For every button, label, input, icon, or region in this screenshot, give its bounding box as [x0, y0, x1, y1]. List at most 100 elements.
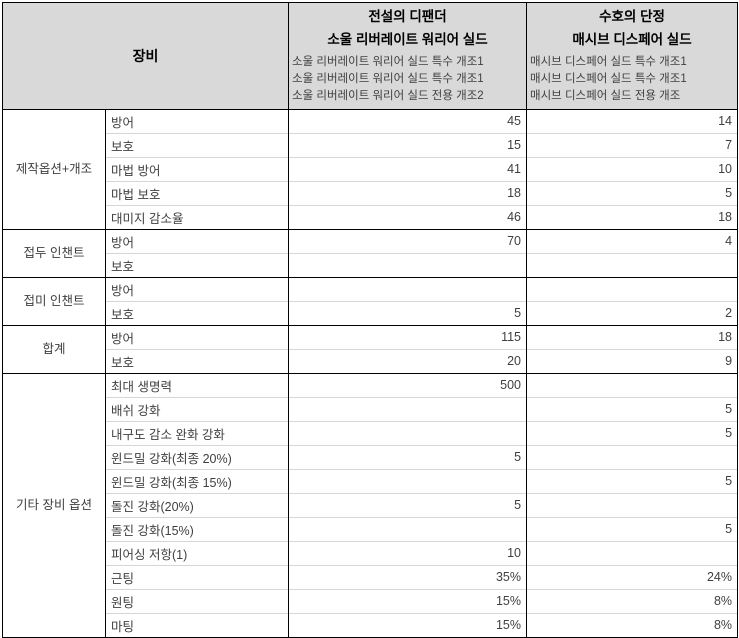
value-cell-item-a: 5 [288, 492, 528, 518]
header-item-a-mod-1: 소울 리버레이트 워리어 실드 특수 개조1 [292, 55, 484, 68]
value-cell-item-a [288, 276, 528, 302]
value-cell-item-a: 15% [288, 588, 528, 614]
value-cell-item-b [526, 372, 739, 398]
value-cell-item-b: 8% [526, 588, 739, 614]
stat-label-cell: 마법 보호 [104, 180, 290, 206]
header-item-b-mod-1: 매시브 디스페어 실드 특수 개조1 [530, 55, 687, 68]
value-cell-item-a [288, 420, 528, 446]
stat-label-cell: 근팅 [104, 564, 290, 590]
stat-label-cell: 윈드밀 강화(최종 20%) [104, 444, 290, 470]
table-row: 돌진 강화(20%) 5 [3, 492, 739, 518]
table-body: 제작옵션+개조 방어 45 14 보호 15 7 마법 방어 41 10 마법 보호 18 5 대미지 감… [2, 108, 739, 638]
value-cell-item-b: 7 [526, 132, 739, 158]
stat-label-cell: 보호 [104, 348, 290, 374]
table-row: 피어싱 저항(1) 10 [3, 540, 739, 566]
table-row: 윈드밀 강화(최종 20%) 5 [3, 444, 739, 470]
value-cell-item-a [288, 396, 528, 422]
table-row: 근팅 35% 24% [3, 564, 739, 590]
value-cell-item-a: 5 [288, 300, 528, 326]
value-cell-item-a: 5 [288, 444, 528, 470]
value-cell-item-a: 15% [288, 612, 528, 638]
header-item-a-mod-2: 소울 리버레이트 워리어 실드 특수 개조1 [292, 73, 484, 86]
stat-label-cell: 내구도 감소 완화 강화 [104, 420, 290, 446]
header-equipment: 장비 [1, 2, 290, 110]
header-item-a-name: 소울 리버레이트 워리어 실드 [327, 31, 488, 47]
group-label-cell: 합계 [2, 324, 106, 374]
stat-label-cell: 최대 생명력 [104, 372, 290, 398]
header-item-b-title: 수호의 단정 [599, 9, 665, 24]
table-row: 돌진 강화(15%) 5 [3, 516, 739, 542]
group-label-cell: 기타 장비 옵션 [2, 372, 106, 638]
value-cell-item-b [526, 492, 739, 518]
value-cell-item-a: 500 [288, 372, 528, 398]
table-row: 보호 [3, 252, 739, 278]
header-item-b-mod-2: 매시브 디스페어 실드 특수 개조1 [530, 73, 687, 86]
value-cell-item-b: 4 [526, 228, 739, 254]
value-cell-item-b [526, 444, 739, 470]
stat-label-cell: 마법 방어 [104, 156, 290, 182]
stat-label-cell: 피어싱 저항(1) [104, 540, 290, 566]
value-cell-item-a: 45 [288, 108, 528, 134]
header-item-a-mod-3: 소울 리버레이트 워리어 실드 전용 개조2 [292, 90, 484, 103]
value-cell-item-b: 5 [526, 468, 739, 494]
value-cell-item-b: 5 [526, 180, 739, 206]
stat-label-cell: 방어 [104, 228, 290, 254]
header-row: 장비 전설의 디팬더 소울 리버레이트 워리어 실드 소울 리버레이트 워리어 … [1, 2, 739, 110]
value-cell-item-a [288, 252, 528, 278]
table-row: 마팅 15% 8% [3, 612, 739, 638]
header-item-b-mod-3: 매시브 디스페어 실드 전용 개조 [530, 90, 681, 103]
value-cell-item-b: 18 [526, 324, 739, 350]
value-cell-item-a: 46 [288, 204, 528, 230]
table-row: 보호 5 2 [3, 300, 739, 326]
value-cell-item-b: 5 [526, 420, 739, 446]
stat-label-cell: 배쉬 강화 [104, 396, 290, 422]
table-row: 접두 인챈트 방어 70 4 [2, 228, 739, 278]
table-row: 마법 방어 41 10 [3, 156, 739, 182]
table-row: 대미지 감소율 46 18 [3, 204, 739, 230]
value-cell-item-a: 115 [288, 324, 528, 350]
table-row: 내구도 감소 완화 강화 5 [3, 420, 739, 446]
table-row: 윈드밀 강화(최종 15%) 5 [3, 468, 739, 494]
value-cell-item-a [288, 468, 528, 494]
value-cell-item-a: 20 [288, 348, 528, 374]
table-row: 합계 방어 115 18 [2, 324, 739, 374]
stat-label-cell: 돌진 강화(15%) [104, 516, 290, 542]
value-cell-item-a [288, 516, 528, 542]
stat-label-cell: 방어 [104, 324, 290, 350]
stat-label-cell: 방어 [104, 276, 290, 302]
group-label-cell: 접두 인챈트 [2, 228, 106, 278]
stat-label-cell: 윈드밀 강화(최종 15%) [104, 468, 290, 494]
table-row: 접미 인챈트 방어 [2, 276, 739, 326]
value-cell-item-b [526, 276, 739, 302]
value-cell-item-b: 18 [526, 204, 739, 230]
value-cell-item-a: 70 [288, 228, 528, 254]
table-row: 배쉬 강화 5 [3, 396, 739, 422]
value-cell-item-b: 5 [526, 396, 739, 422]
header-item-b: 수호의 단정 매시브 디스페어 실드 매시브 디스페어 실드 특수 개조1 매시… [526, 2, 739, 110]
header-item-b-name: 매시브 디스페어 실드 [572, 31, 692, 47]
stat-label-cell: 돌진 강화(20%) [104, 492, 290, 518]
value-cell-item-b [526, 252, 739, 278]
value-cell-item-a: 10 [288, 540, 528, 566]
value-cell-item-a: 35% [288, 564, 528, 590]
group-label-cell: 제작옵션+개조 [2, 108, 106, 230]
stat-label-cell: 마팅 [104, 612, 290, 638]
table-row: 원팅 15% 8% [3, 588, 739, 614]
value-cell-item-b: 14 [526, 108, 739, 134]
value-cell-item-a: 41 [288, 156, 528, 182]
table-row: 마법 보호 18 5 [3, 180, 739, 206]
value-cell-item-a: 15 [288, 132, 528, 158]
stat-label-cell: 원팅 [104, 588, 290, 614]
stat-label-cell: 보호 [104, 132, 290, 158]
table-header: 장비 전설의 디팬더 소울 리버레이트 워리어 실드 소울 리버레이트 워리어 … [1, 2, 739, 110]
stat-label-cell: 방어 [104, 108, 290, 134]
value-cell-item-b: 2 [526, 300, 739, 326]
value-cell-item-b: 9 [526, 348, 739, 374]
table-row: 기타 장비 옵션 최대 생명력 500 [2, 372, 739, 638]
value-cell-item-b: 10 [526, 156, 739, 182]
group-label-cell: 접미 인챈트 [2, 276, 106, 326]
table-row: 보호 15 7 [3, 132, 739, 158]
header-item-a: 전설의 디팬더 소울 리버레이트 워리어 실드 소울 리버레이트 워리어 실드 … [288, 2, 528, 110]
value-cell-item-b: 24% [526, 564, 739, 590]
